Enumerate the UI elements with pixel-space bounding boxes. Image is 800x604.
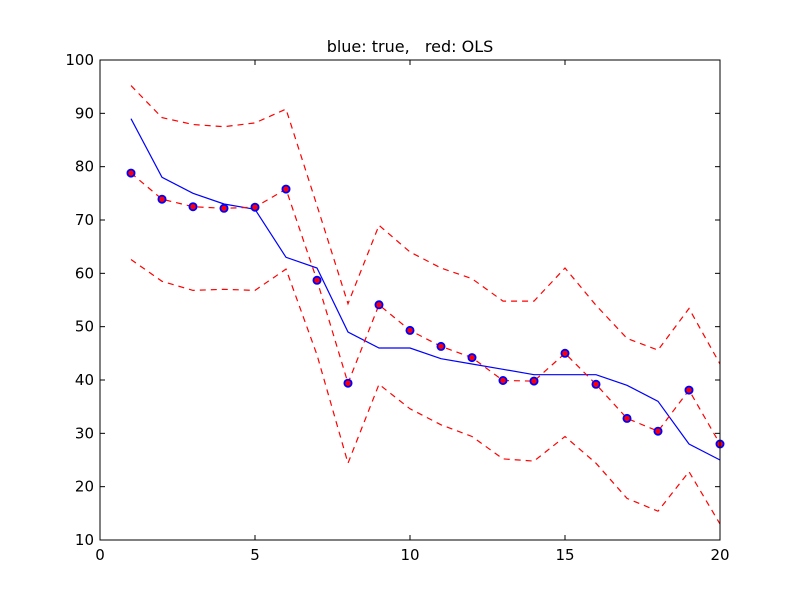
data-point xyxy=(281,184,291,194)
data-point xyxy=(653,426,663,436)
data-point xyxy=(312,275,322,285)
series-line-lower-band xyxy=(130,259,721,525)
data-point xyxy=(560,348,570,358)
y-tick-label: 100 xyxy=(65,51,94,69)
y-tick-label: 90 xyxy=(75,104,94,122)
y-tick-label: 80 xyxy=(75,158,94,176)
data-point xyxy=(467,353,477,363)
series-line-true xyxy=(130,118,721,461)
data-point xyxy=(591,379,601,389)
data-point xyxy=(343,378,353,388)
data-point xyxy=(126,168,136,178)
y-tick-label: 40 xyxy=(75,371,94,389)
series-line-upper-band xyxy=(130,85,721,365)
data-point xyxy=(250,202,260,212)
x-tick-label: 20 xyxy=(710,546,729,564)
data-point xyxy=(157,194,167,204)
y-tick-label: 20 xyxy=(75,478,94,496)
data-point xyxy=(374,300,384,310)
chart-title: blue: true, red: OLS xyxy=(327,37,494,56)
tick-layer: 0 5 10 15 20 10 20 30 40 50 60 70 80 90 100 xyxy=(65,51,729,564)
data-point xyxy=(684,385,694,395)
y-tick-label: 60 xyxy=(75,264,94,282)
series-line-ols xyxy=(130,172,721,445)
y-tick-label: 50 xyxy=(75,318,94,336)
y-tick-label: 30 xyxy=(75,424,94,442)
x-tick-label: 5 xyxy=(250,546,260,564)
y-tick-label: 70 xyxy=(75,211,94,229)
series-layer xyxy=(130,85,721,525)
data-point xyxy=(622,413,632,423)
y-tick-label: 10 xyxy=(75,531,94,549)
x-tick-label: 15 xyxy=(555,546,574,564)
data-point xyxy=(405,325,415,335)
plot-frame xyxy=(99,59,721,541)
marker-layer xyxy=(126,168,725,449)
data-point xyxy=(529,376,539,386)
data-point xyxy=(436,341,446,351)
x-tick-label: 0 xyxy=(95,546,105,564)
data-point xyxy=(219,203,229,213)
data-point xyxy=(188,202,198,212)
data-point xyxy=(498,375,508,385)
x-tick-label: 10 xyxy=(400,546,419,564)
